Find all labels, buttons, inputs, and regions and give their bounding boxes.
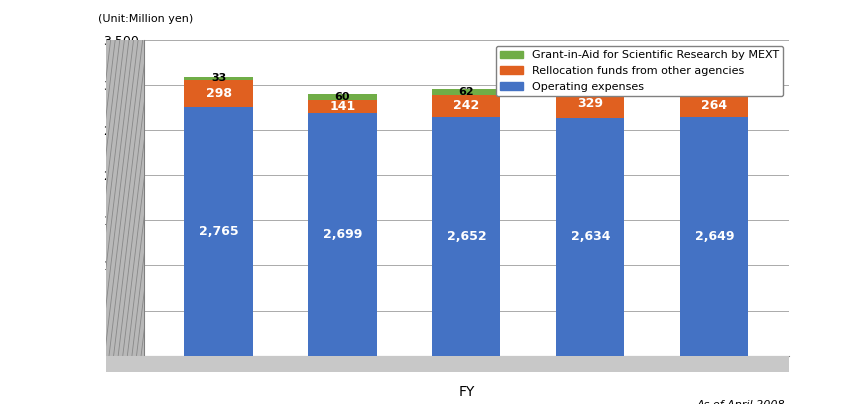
Text: 242: 242 bbox=[454, 99, 479, 112]
Bar bbox=[185, 77, 253, 80]
Text: 329: 329 bbox=[577, 97, 603, 110]
Bar bbox=[432, 117, 500, 356]
Text: 33: 33 bbox=[211, 73, 226, 83]
Text: 2,699: 2,699 bbox=[323, 227, 362, 240]
Bar bbox=[309, 100, 377, 113]
Bar bbox=[185, 80, 253, 107]
Bar bbox=[556, 83, 624, 89]
Text: 2,649: 2,649 bbox=[695, 230, 734, 243]
Bar bbox=[309, 113, 377, 356]
Legend: Grant-in-Aid for Scientific Research by MEXT, Rellocation funds from other agenc: Grant-in-Aid for Scientific Research by … bbox=[496, 46, 783, 96]
Bar bbox=[309, 95, 377, 100]
Text: 91: 91 bbox=[706, 84, 722, 94]
Text: 298: 298 bbox=[205, 87, 232, 100]
Bar bbox=[680, 85, 749, 93]
Text: 2,765: 2,765 bbox=[198, 225, 238, 238]
Bar bbox=[432, 95, 500, 117]
Text: 2,652: 2,652 bbox=[447, 229, 486, 243]
Text: 67: 67 bbox=[583, 81, 598, 91]
Bar bbox=[680, 93, 749, 117]
Bar bbox=[185, 107, 253, 356]
Text: (Unit:Million yen): (Unit:Million yen) bbox=[98, 14, 192, 24]
Text: 2,634: 2,634 bbox=[571, 230, 610, 244]
Text: 141: 141 bbox=[329, 100, 355, 113]
Text: 62: 62 bbox=[459, 87, 474, 97]
Text: 60: 60 bbox=[335, 92, 350, 102]
Bar bbox=[556, 89, 624, 118]
Text: As of April 2008.: As of April 2008. bbox=[696, 400, 789, 404]
Bar bbox=[432, 89, 500, 95]
Text: 264: 264 bbox=[701, 99, 728, 112]
Bar bbox=[680, 117, 749, 356]
X-axis label: FY: FY bbox=[458, 385, 475, 400]
Bar bbox=[556, 118, 624, 356]
